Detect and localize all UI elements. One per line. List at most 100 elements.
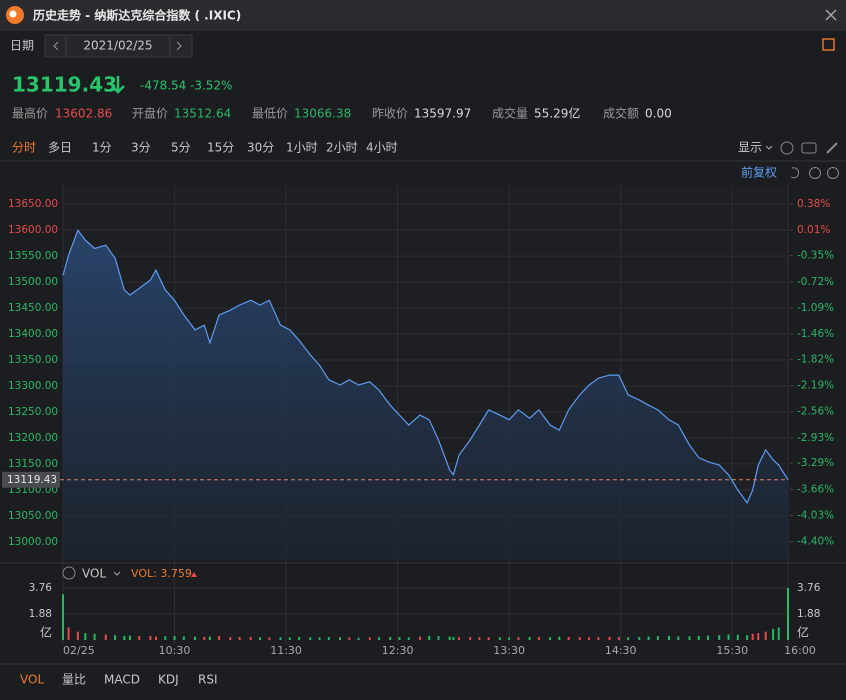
- settings-icon[interactable]: [780, 141, 794, 155]
- indicator-tab[interactable]: KDJ: [158, 673, 179, 687]
- volume-bar: [772, 628, 775, 640]
- period-tab[interactable]: 5分: [171, 141, 191, 155]
- volume-chart: 1.88 1.88 3.76 3.76 亿 亿: [29, 582, 821, 640]
- volume-bar: [76, 631, 79, 640]
- volume-bar: [746, 635, 749, 640]
- period-tab[interactable]: 1分: [92, 141, 112, 155]
- y-tick-label: 3.76: [29, 582, 53, 594]
- y-tick-label: 13300.00: [8, 380, 58, 392]
- last-price: 13119.43: [12, 73, 117, 97]
- prev-date[interactable]: [53, 41, 59, 51]
- volume-bar: [279, 637, 282, 640]
- y2-tick-label: -0.35%: [797, 250, 834, 262]
- y2-tick-label: -2.93%: [797, 432, 834, 444]
- indicator-caret[interactable]: [113, 571, 121, 576]
- stat-value: 13597.97: [414, 107, 471, 121]
- volume-bar: [357, 637, 360, 640]
- volume-bar: [84, 633, 87, 640]
- volume-bar: [93, 633, 96, 640]
- volume-bar: [398, 637, 401, 640]
- volume-bar: [128, 635, 131, 640]
- volume-bar: [787, 587, 789, 640]
- volume-bar: [558, 636, 561, 640]
- date-value: 2021/02/25: [83, 39, 152, 53]
- display-menu[interactable]: 显示: [738, 141, 762, 155]
- indicator-tab[interactable]: VOL: [20, 673, 44, 687]
- volume-bar: [549, 637, 552, 640]
- volume-bar: [338, 637, 341, 640]
- volume-bar: [229, 637, 232, 640]
- period-tab[interactable]: 多日: [48, 141, 72, 155]
- x-tick-label: 16:00: [784, 644, 816, 657]
- stat-value: 13512.64: [174, 107, 231, 121]
- volume-bar: [104, 634, 107, 640]
- reset-icon[interactable]: [790, 167, 800, 179]
- app-logo-eye: [9, 10, 17, 18]
- indicator-tabs: VOL 量比 MACD KDJ RSI: [20, 673, 218, 687]
- stat-label: 最低价: [252, 107, 288, 121]
- zoom-in[interactable]: [827, 167, 839, 179]
- zoom-out[interactable]: [809, 167, 821, 179]
- volume-bar: [588, 637, 591, 640]
- period-tab[interactable]: 分时: [12, 141, 36, 155]
- x-tick-label: 02/25: [63, 644, 95, 657]
- y-tick-label: 13600.00: [8, 224, 58, 236]
- y-tick-label: 13450.00: [8, 302, 58, 314]
- close-indicator[interactable]: [62, 566, 76, 580]
- stat-label: 成交额: [603, 106, 639, 121]
- volume-bar: [268, 637, 271, 640]
- window-title: 历史走势 - 纳斯达克综合指数 ( .IXIC): [33, 8, 241, 23]
- indicator-tab[interactable]: 量比: [62, 673, 86, 687]
- volume-unit: 亿: [797, 625, 809, 640]
- period-tab[interactable]: 4小时: [366, 141, 398, 155]
- y-tick-label: 13150.00: [8, 458, 58, 470]
- price-change-pct: -3.52%: [190, 79, 232, 93]
- volume-bar: [154, 636, 157, 640]
- y2-tick-label: -4.40%: [797, 536, 834, 548]
- date-picker[interactable]: [44, 34, 193, 58]
- volume-bar: [457, 637, 460, 640]
- volume-bar: [182, 636, 185, 640]
- y-tick-label: 13500.00: [8, 276, 58, 288]
- volume-bar: [528, 637, 531, 640]
- volume-bar: [173, 635, 176, 640]
- volume-bar: [647, 636, 650, 640]
- price-area: [63, 230, 788, 560]
- volume-bar: [389, 636, 392, 640]
- period-tab[interactable]: 2小时: [326, 141, 358, 155]
- camera-icon[interactable]: [801, 142, 817, 154]
- y-tick-label: 13550.00: [8, 250, 58, 262]
- period-tab[interactable]: 3分: [131, 141, 151, 155]
- price-chart: 02/25 10:30 11:30 12:30 13:30 14:30 15:30 16:00…: [2, 185, 834, 657]
- down-arrow: [111, 76, 125, 94]
- x-tick-label: 14:30: [605, 644, 637, 657]
- volume-bar: [677, 636, 680, 640]
- volume-bar: [718, 635, 721, 640]
- volume-bar: [517, 637, 520, 640]
- draw-icon[interactable]: [826, 142, 838, 154]
- volume-bar: [537, 636, 540, 640]
- stat-value: 13066.38: [294, 107, 351, 121]
- close-button[interactable]: [825, 9, 837, 21]
- volume-bar: [478, 637, 481, 640]
- stat-value: 13602.86: [55, 107, 112, 121]
- period-tab[interactable]: 30分: [247, 141, 274, 155]
- indicator-tab[interactable]: MACD: [104, 673, 140, 687]
- period-tab[interactable]: 1小时: [286, 141, 318, 155]
- period-tab[interactable]: 15分: [207, 141, 234, 155]
- indicator-tab[interactable]: RSI: [198, 673, 218, 687]
- x-tick-label: 12:30: [382, 644, 414, 657]
- price-change: -478.54: [140, 79, 186, 93]
- price-line: [62, 228, 789, 505]
- next-date[interactable]: [176, 41, 182, 51]
- layout-toggle[interactable]: [822, 38, 835, 51]
- stat-label: 昨收价: [372, 107, 408, 121]
- volume-bar: [327, 637, 330, 640]
- volume-bar: [638, 636, 641, 640]
- y2-tick-label: -1.09%: [797, 302, 834, 314]
- adjust-mode[interactable]: 前复权: [741, 165, 777, 180]
- title-bar: [0, 0, 846, 31]
- x-tick-label: 13:30: [493, 644, 525, 657]
- volume-unit: 亿: [40, 625, 52, 640]
- volume-bar: [727, 634, 730, 640]
